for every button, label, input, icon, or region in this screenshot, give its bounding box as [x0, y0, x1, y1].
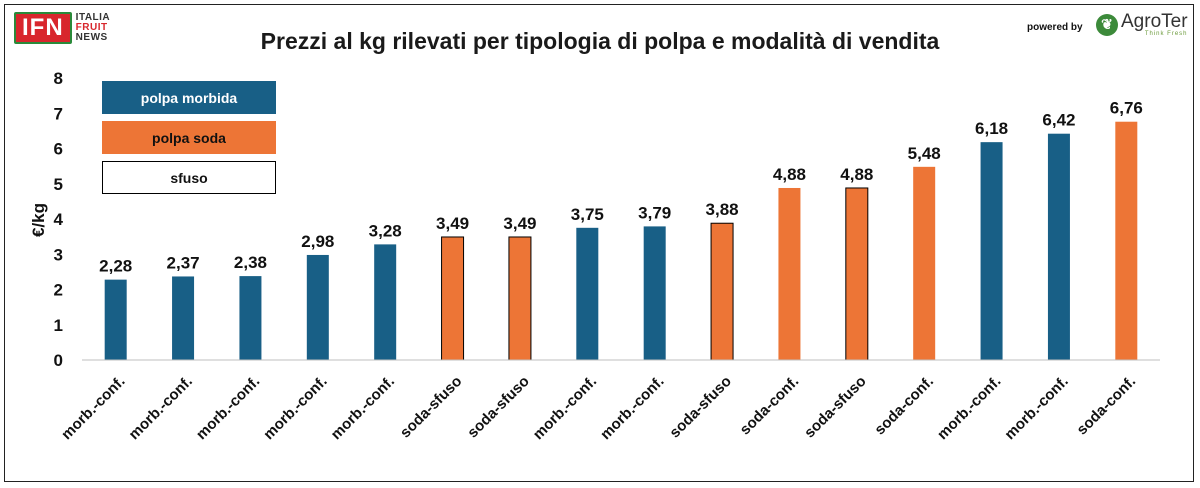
ifn-logo: IFN ITALIA FRUIT NEWS [14, 12, 110, 44]
ifn-logo-mark: IFN [14, 12, 72, 44]
agroter-logo-name: AgroTer [1121, 11, 1188, 32]
leaf-icon: ❦ [1096, 13, 1118, 36]
ifn-tagline-line-3: NEWS [75, 32, 108, 43]
ifn-logo-tagline: ITALIA FRUIT NEWS [76, 13, 110, 43]
ifn-tagline-line-2: FRUIT [75, 22, 108, 33]
powered-by-label: powered by [1027, 22, 1083, 33]
legend-item-polpa-soda: polpa soda [102, 121, 276, 154]
agroter-logo-sub: Think Fresh [1144, 31, 1188, 37]
agroter-logo: ❦ AgroTer Think Fresh [1096, 12, 1188, 37]
ifn-tagline-line-1: ITALIA [75, 12, 111, 23]
legend-item-polpa-morbida: polpa morbida [102, 81, 276, 114]
legend-item-sfuso: sfuso [102, 161, 276, 194]
chart-title: Prezzi al kg rilevati per tipologia di p… [260, 28, 940, 54]
chart-frame [4, 4, 1194, 482]
